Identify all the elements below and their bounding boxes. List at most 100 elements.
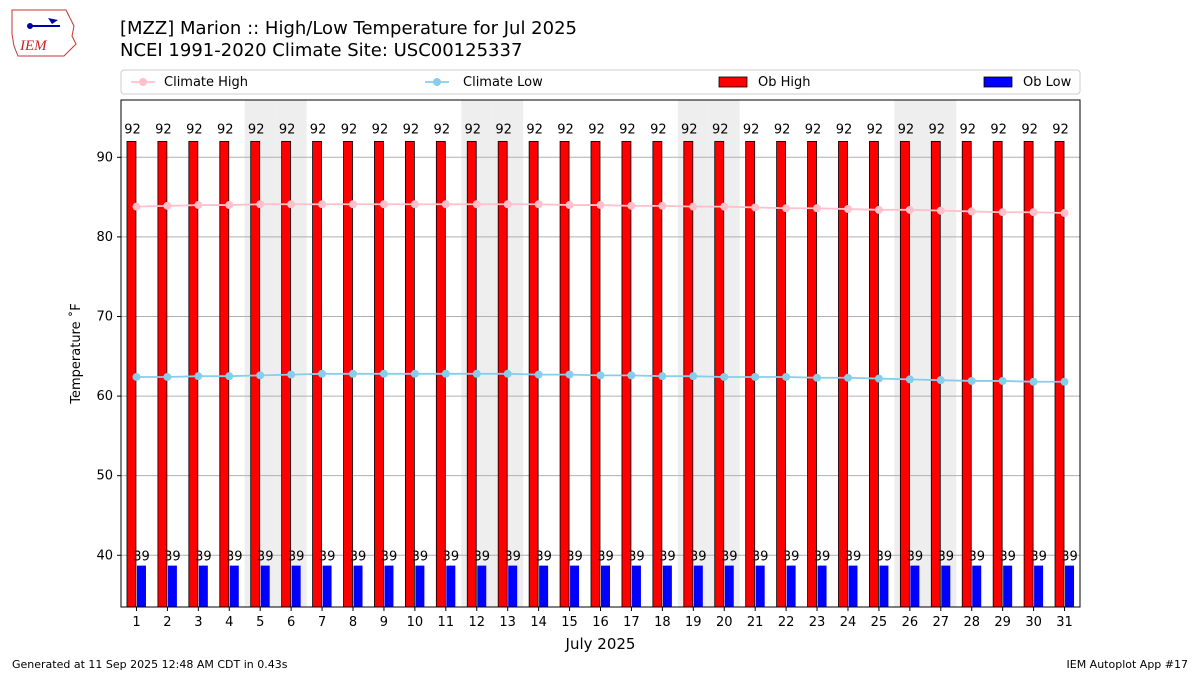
y-tick-label: 80 xyxy=(96,230,113,245)
ob-low-label: 39 xyxy=(257,550,274,565)
climate-low-point xyxy=(658,372,667,381)
ob-low-label: 39 xyxy=(381,550,398,565)
bar-ob-low xyxy=(477,565,487,607)
climate-low-point xyxy=(967,376,976,385)
climate-high-point xyxy=(410,200,419,209)
x-axis-label: July 2025 xyxy=(565,635,636,653)
climate-low-point xyxy=(225,372,234,381)
bar-ob-low xyxy=(755,565,765,607)
climate-high-point xyxy=(782,204,791,213)
ob-low-label: 39 xyxy=(226,550,243,565)
ob-high-label: 92 xyxy=(155,122,172,137)
ob-low-label: 39 xyxy=(968,550,985,565)
climate-high-point xyxy=(1029,208,1038,217)
climate-high-point xyxy=(1060,209,1069,218)
x-tick-label: 3 xyxy=(194,615,202,630)
x-tick-label: 5 xyxy=(256,615,264,630)
y-tick-label: 50 xyxy=(96,469,113,484)
x-tick-label: 1 xyxy=(132,615,140,630)
ob-high-label: 92 xyxy=(929,122,946,137)
ob-low-label: 39 xyxy=(535,550,552,565)
y-tick-label: 90 xyxy=(96,150,113,165)
legend-marker-climate-high xyxy=(139,78,147,86)
chart-subtitle: NCEI 1991-2020 Climate Site: USC00125337 xyxy=(120,40,523,61)
x-tick-label: 10 xyxy=(407,615,424,630)
climate-high-point xyxy=(349,200,358,209)
ob-low-label: 39 xyxy=(845,550,862,565)
bar-ob-low xyxy=(786,565,796,607)
ob-low-label: 39 xyxy=(783,550,800,565)
bar-ob-low xyxy=(817,565,827,607)
x-tick-label: 29 xyxy=(994,615,1011,630)
ob-high-label: 92 xyxy=(743,122,760,137)
climate-high-point xyxy=(318,200,327,209)
x-tick-label: 16 xyxy=(592,615,609,630)
ob-low-label: 39 xyxy=(938,550,955,565)
weekend-shade xyxy=(461,100,493,607)
ob-high-label: 92 xyxy=(588,122,605,137)
x-tick-label: 28 xyxy=(963,615,980,630)
ob-high-label: 92 xyxy=(464,122,481,137)
bar-ob-low xyxy=(1034,565,1044,607)
ob-high-label: 92 xyxy=(403,122,420,137)
ob-high-label: 92 xyxy=(434,122,451,137)
app-credit: IEM Autoplot App #17 xyxy=(1066,658,1189,671)
x-tick-label: 6 xyxy=(287,615,295,630)
ob-high-label: 92 xyxy=(681,122,698,137)
bar-ob-low xyxy=(941,565,951,607)
x-tick-label: 8 xyxy=(349,615,357,630)
ob-high-label: 92 xyxy=(279,122,296,137)
iem-logo: IEM xyxy=(11,9,77,57)
ob-high-label: 92 xyxy=(712,122,729,137)
climate-low-point xyxy=(287,370,296,379)
legend-marker-climate-low xyxy=(433,78,441,86)
y-axis-label: Temperature ˚F xyxy=(68,303,84,404)
y-tick-label: 60 xyxy=(96,389,113,404)
x-tick-label: 12 xyxy=(468,615,485,630)
y-tick-label: 70 xyxy=(96,309,113,324)
x-tick-label: 14 xyxy=(530,615,547,630)
bar-ob-low xyxy=(539,565,549,607)
bar-ob-low xyxy=(601,565,610,607)
chart-title: [MZZ] Marion :: High/Low Temperature for… xyxy=(120,18,577,39)
climate-low-point xyxy=(874,374,883,383)
ob-high-label: 92 xyxy=(186,122,203,137)
x-tick-label: 15 xyxy=(561,615,578,630)
climate-high-point xyxy=(565,201,574,210)
y-tick-label: 40 xyxy=(96,548,113,563)
climate-low-point xyxy=(163,372,172,381)
ob-low-label: 39 xyxy=(814,550,831,565)
climate-high-point xyxy=(998,208,1007,217)
climate-low-point xyxy=(349,369,358,378)
x-tick-label: 4 xyxy=(225,615,233,630)
climate-high-point xyxy=(132,202,141,211)
x-tick-label: 27 xyxy=(933,615,950,630)
ob-high-label: 92 xyxy=(557,122,574,137)
weekend-shade xyxy=(275,100,307,607)
climate-high-point xyxy=(472,200,481,209)
ob-low-label: 39 xyxy=(319,550,336,565)
climate-high-point xyxy=(720,202,729,211)
ob-high-label: 92 xyxy=(836,122,853,137)
x-tick-label: 17 xyxy=(623,615,640,630)
x-tick-label: 22 xyxy=(778,615,795,630)
bar-ob-low xyxy=(1003,565,1013,607)
ob-low-label: 39 xyxy=(473,550,490,565)
legend-label-ob-low: Ob Low xyxy=(1023,75,1072,90)
climate-high-point xyxy=(813,204,822,213)
ob-low-label: 39 xyxy=(721,550,738,565)
ob-high-label: 92 xyxy=(217,122,234,137)
x-tick-label: 30 xyxy=(1025,615,1042,630)
ob-high-label: 92 xyxy=(990,122,1007,137)
ob-low-label: 39 xyxy=(597,550,614,565)
climate-low-point xyxy=(1060,377,1069,386)
bar-ob-low xyxy=(1065,565,1075,607)
x-tick-label: 9 xyxy=(380,615,388,630)
bar-ob-low xyxy=(879,565,889,607)
legend-label-climate-high: Climate High xyxy=(164,75,248,90)
ob-low-label: 39 xyxy=(999,550,1016,565)
climate-low-point xyxy=(782,372,791,381)
x-tick-label: 24 xyxy=(840,615,857,630)
x-tick-label: 25 xyxy=(871,615,888,630)
